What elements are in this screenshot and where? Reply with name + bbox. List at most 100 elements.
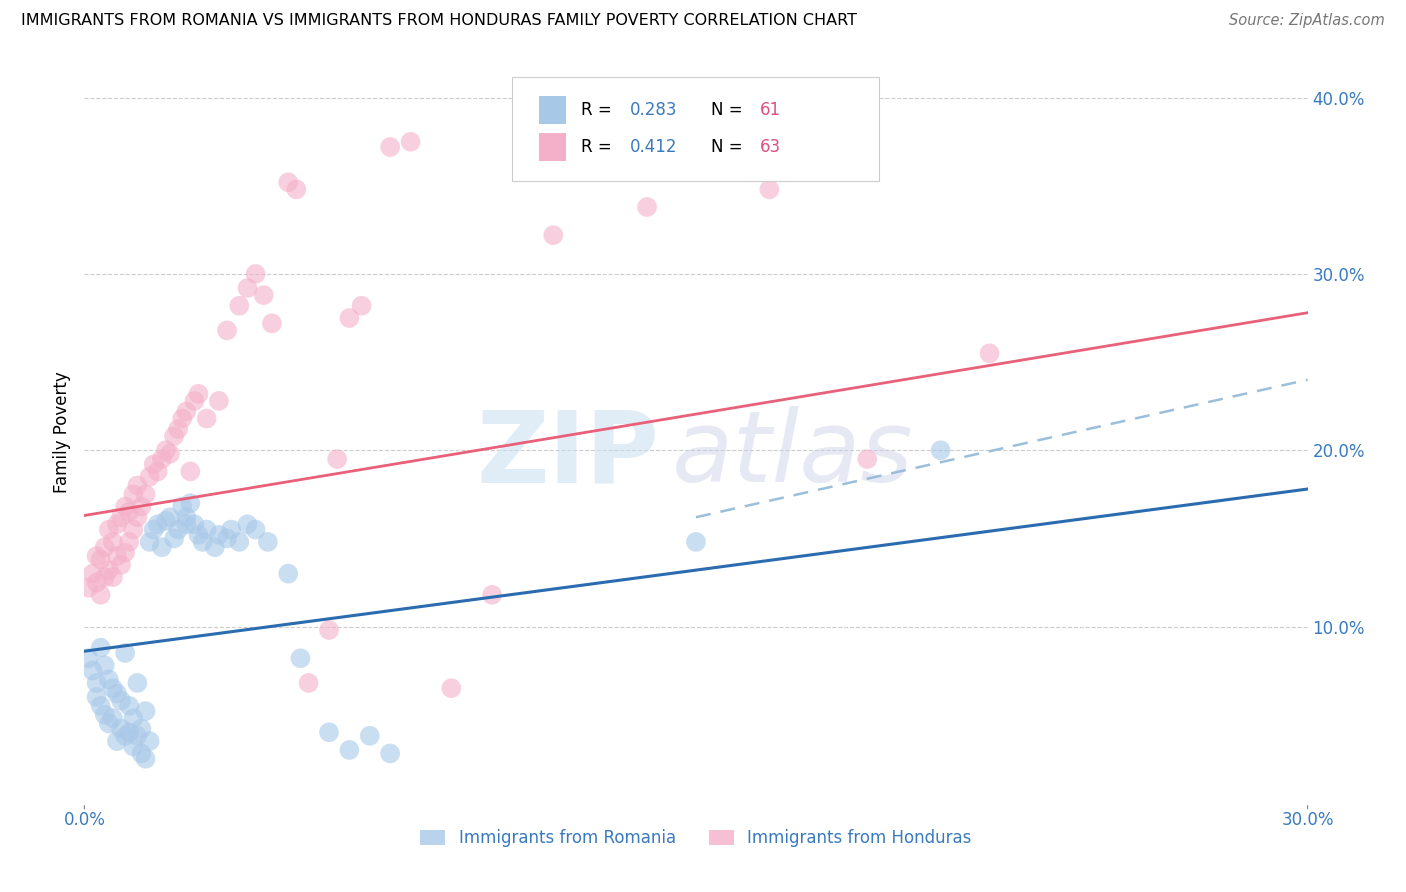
Point	[118, 725, 141, 739]
Point	[93, 540, 115, 554]
Point	[114, 545, 136, 559]
Point	[236, 281, 259, 295]
Point	[97, 673, 120, 687]
Point	[208, 528, 231, 542]
Point	[82, 566, 104, 581]
Point	[290, 651, 312, 665]
Point	[380, 747, 402, 761]
Point	[127, 676, 149, 690]
Point	[187, 387, 209, 401]
Point	[440, 681, 463, 696]
Point	[146, 464, 169, 478]
Text: ZIP: ZIP	[477, 407, 659, 503]
Point	[204, 540, 226, 554]
Point	[118, 698, 141, 713]
Text: N =: N =	[710, 101, 748, 119]
Point	[127, 478, 149, 492]
FancyBboxPatch shape	[540, 95, 567, 124]
Text: 0.412: 0.412	[630, 138, 678, 156]
Point	[86, 676, 108, 690]
Point	[86, 690, 108, 704]
Point	[208, 393, 231, 408]
Point	[77, 651, 100, 665]
Point	[138, 469, 160, 483]
Point	[399, 135, 422, 149]
Point	[93, 570, 115, 584]
Point	[122, 487, 145, 501]
Point	[191, 535, 214, 549]
Point	[105, 734, 128, 748]
Point	[277, 566, 299, 581]
Point	[114, 500, 136, 514]
Point	[174, 517, 197, 532]
Text: 61: 61	[759, 101, 780, 119]
Point	[105, 549, 128, 563]
Point	[257, 535, 280, 549]
Point	[93, 707, 115, 722]
Point	[105, 686, 128, 700]
Point	[856, 452, 879, 467]
Point	[929, 443, 952, 458]
Point	[339, 311, 361, 326]
Point	[195, 411, 218, 425]
Point	[167, 422, 190, 436]
Point	[90, 640, 112, 655]
Point	[298, 676, 321, 690]
Point	[179, 496, 201, 510]
Point	[359, 729, 381, 743]
Point	[159, 447, 181, 461]
Point	[183, 517, 205, 532]
Point	[155, 443, 177, 458]
Point	[481, 588, 503, 602]
Point	[110, 510, 132, 524]
Point	[167, 523, 190, 537]
Point	[97, 716, 120, 731]
Point	[114, 646, 136, 660]
Point	[142, 458, 165, 472]
Point	[217, 532, 239, 546]
Point	[326, 452, 349, 467]
Point	[172, 411, 194, 425]
Point	[90, 698, 112, 713]
Text: IMMIGRANTS FROM ROMANIA VS IMMIGRANTS FROM HONDURAS FAMILY POVERTY CORRELATION C: IMMIGRANTS FROM ROMANIA VS IMMIGRANTS FR…	[21, 13, 858, 29]
Point	[217, 323, 239, 337]
Point	[118, 535, 141, 549]
Point	[90, 588, 112, 602]
Point	[122, 523, 145, 537]
Point	[131, 722, 153, 736]
Text: Source: ZipAtlas.com: Source: ZipAtlas.com	[1229, 13, 1385, 29]
Point	[150, 452, 173, 467]
Point	[159, 510, 181, 524]
Point	[101, 711, 124, 725]
Point	[77, 581, 100, 595]
Point	[86, 549, 108, 563]
Text: R =: R =	[581, 138, 617, 156]
FancyBboxPatch shape	[513, 78, 880, 181]
Point	[110, 693, 132, 707]
Point	[101, 570, 124, 584]
Point	[758, 182, 780, 196]
Point	[260, 316, 283, 330]
Point	[155, 514, 177, 528]
Text: atlas: atlas	[672, 407, 912, 503]
Point	[122, 711, 145, 725]
Point	[172, 500, 194, 514]
Point	[138, 734, 160, 748]
Point	[127, 510, 149, 524]
Point	[174, 510, 197, 524]
Point	[142, 523, 165, 537]
Point	[101, 681, 124, 696]
Point	[163, 532, 186, 546]
Point	[135, 752, 157, 766]
FancyBboxPatch shape	[540, 133, 567, 161]
Point	[135, 704, 157, 718]
Y-axis label: Family Poverty: Family Poverty	[53, 372, 72, 493]
Point	[685, 535, 707, 549]
Text: 63: 63	[759, 138, 780, 156]
Point	[97, 563, 120, 577]
Point	[150, 540, 173, 554]
Point	[277, 175, 299, 189]
Legend: Immigrants from Romania, Immigrants from Honduras: Immigrants from Romania, Immigrants from…	[413, 822, 979, 854]
Point	[318, 623, 340, 637]
Point	[543, 228, 565, 243]
